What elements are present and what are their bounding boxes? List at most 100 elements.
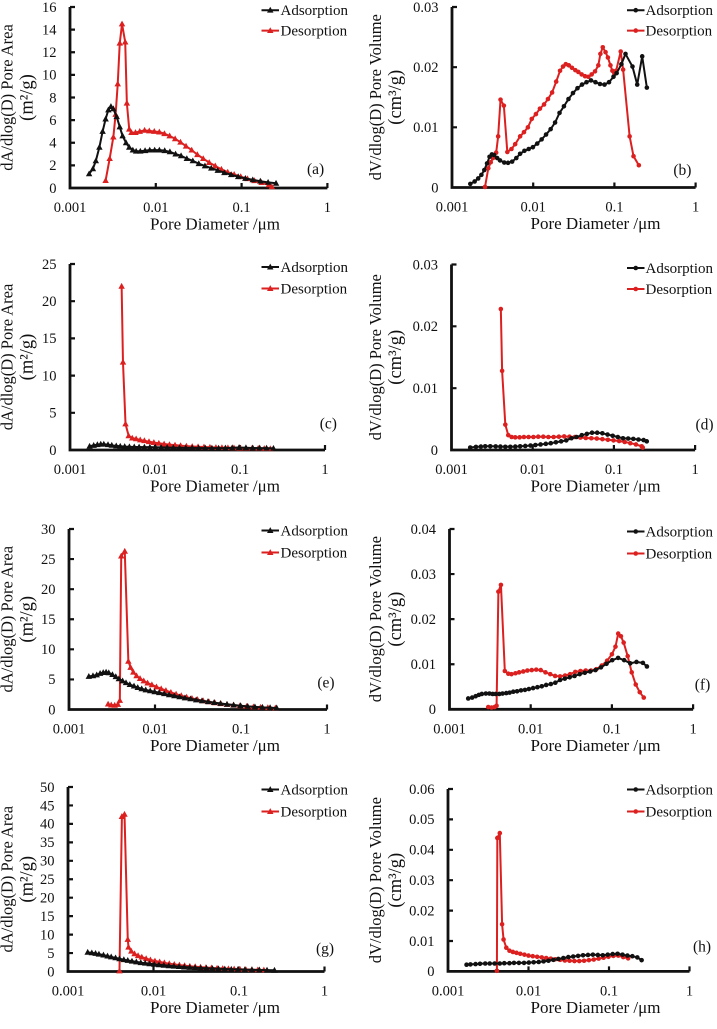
svg-text:0: 0	[47, 964, 54, 980]
svg-text:0.03: 0.03	[409, 873, 434, 889]
svg-text:Adsorption: Adsorption	[646, 3, 714, 19]
svg-text:0.01: 0.01	[143, 200, 168, 216]
svg-text:Desorption: Desorption	[281, 24, 348, 40]
svg-text:1: 1	[324, 200, 331, 216]
svg-text:0.01: 0.01	[411, 657, 436, 673]
svg-text:1: 1	[689, 721, 696, 737]
svg-text:0.1: 0.1	[600, 983, 618, 999]
svg-text:Adsorption: Adsorption	[646, 261, 714, 277]
svg-text:(m²/g): (m²/g)	[18, 856, 38, 903]
svg-text:0: 0	[49, 443, 56, 459]
svg-text:0.02: 0.02	[409, 903, 434, 919]
svg-text:Adsorption: Adsorption	[281, 524, 349, 540]
svg-text:0.1: 0.1	[231, 462, 249, 478]
svg-text:0.1: 0.1	[603, 721, 621, 737]
svg-text:0.001: 0.001	[53, 722, 86, 738]
svg-text:0.1: 0.1	[605, 462, 623, 478]
svg-text:15: 15	[40, 909, 55, 925]
svg-text:1: 1	[692, 200, 699, 216]
svg-text:15: 15	[41, 612, 56, 628]
svg-text:1: 1	[321, 984, 328, 1000]
svg-text:0.06: 0.06	[409, 782, 434, 798]
svg-text:0.001: 0.001	[54, 462, 87, 478]
svg-text:0: 0	[431, 443, 438, 459]
svg-text:20: 20	[40, 891, 55, 907]
svg-text:0.01: 0.01	[518, 721, 543, 737]
svg-text:16: 16	[42, 0, 57, 16]
svg-text:(b): (b)	[673, 162, 691, 179]
svg-text:0.1: 0.1	[233, 200, 251, 216]
svg-text:25: 25	[40, 872, 55, 888]
svg-text:20: 20	[42, 294, 57, 310]
svg-text:2: 2	[49, 158, 56, 174]
svg-text:45: 45	[40, 798, 55, 814]
svg-text:Pore Diameter /μm: Pore Diameter /μm	[531, 214, 661, 233]
svg-text:Pore Diameter /μm: Pore Diameter /μm	[150, 477, 280, 496]
svg-text:0: 0	[48, 702, 55, 718]
svg-text:Adsorption: Adsorption	[281, 3, 349, 19]
svg-text:Pore Diameter /μm: Pore Diameter /μm	[531, 736, 661, 755]
svg-text:dV/dlog(D) Pore Volume: dV/dlog(D) Pore Volume	[366, 14, 385, 180]
svg-text:0.01: 0.01	[409, 934, 434, 950]
svg-text:(d): (d)	[695, 417, 713, 434]
svg-text:40: 40	[40, 817, 55, 833]
svg-text:20: 20	[41, 582, 56, 598]
svg-text:0.04: 0.04	[411, 522, 437, 538]
svg-text:Desorption: Desorption	[646, 547, 713, 563]
svg-text:Pore Diameter /μm: Pore Diameter /μm	[531, 477, 661, 496]
svg-text:0.01: 0.01	[413, 120, 438, 136]
svg-text:(g): (g)	[316, 941, 334, 958]
svg-text:50: 50	[40, 780, 55, 796]
svg-text:35: 35	[40, 835, 55, 851]
svg-text:dA/dlog(D) Pore Area: dA/dlog(D) Pore Area	[0, 24, 17, 171]
svg-text:0.1: 0.1	[230, 984, 248, 1000]
svg-text:(a): (a)	[307, 161, 324, 178]
svg-text:8: 8	[49, 90, 56, 106]
svg-text:0.001: 0.001	[52, 984, 85, 1000]
svg-text:0.02: 0.02	[413, 60, 438, 76]
svg-text:5: 5	[47, 946, 54, 962]
svg-text:5: 5	[48, 672, 55, 688]
svg-text:(h): (h)	[693, 939, 711, 956]
svg-text:6: 6	[49, 113, 56, 129]
svg-text:0.04: 0.04	[409, 843, 435, 859]
svg-text:Desorption: Desorption	[281, 282, 348, 298]
svg-text:25: 25	[42, 257, 57, 273]
svg-text:10: 10	[42, 68, 57, 84]
svg-text:Pore Diameter /μm: Pore Diameter /μm	[531, 998, 661, 1017]
svg-text:0.01: 0.01	[142, 462, 167, 478]
svg-text:(m²/g): (m²/g)	[18, 596, 38, 643]
svg-text:0: 0	[431, 180, 438, 196]
svg-text:dV/dlog(D) Pore Volume: dV/dlog(D) Pore Volume	[366, 797, 385, 963]
svg-text:1: 1	[686, 983, 693, 999]
svg-text:4: 4	[49, 136, 57, 152]
svg-text:(cm³/g): (cm³/g)	[386, 330, 406, 385]
svg-text:0.01: 0.01	[141, 984, 166, 1000]
svg-text:(m²/g): (m²/g)	[18, 334, 38, 381]
svg-text:0.03: 0.03	[411, 567, 436, 583]
svg-text:10: 10	[41, 642, 56, 658]
svg-text:Desorption: Desorption	[646, 805, 713, 821]
svg-text:25: 25	[41, 552, 56, 568]
svg-text:Pore Diameter /μm: Pore Diameter /μm	[150, 998, 280, 1017]
svg-text:0: 0	[427, 964, 434, 980]
svg-text:Adsorption: Adsorption	[646, 783, 714, 799]
svg-text:0: 0	[49, 181, 56, 197]
svg-text:0.001: 0.001	[54, 200, 87, 216]
svg-text:1: 1	[691, 462, 698, 478]
svg-text:0.01: 0.01	[413, 381, 438, 397]
svg-text:0.1: 0.1	[605, 200, 623, 216]
svg-text:dA/dlog(D) Pore Area: dA/dlog(D) Pore Area	[0, 283, 17, 430]
svg-text:0.1: 0.1	[232, 722, 250, 738]
svg-text:30: 30	[41, 522, 56, 538]
svg-text:0.001: 0.001	[432, 983, 465, 999]
svg-text:(e): (e)	[317, 675, 334, 692]
svg-text:Pore Diameter /μm: Pore Diameter /μm	[150, 736, 280, 755]
svg-text:0.001: 0.001	[433, 721, 466, 737]
svg-text:0.01: 0.01	[142, 722, 167, 738]
svg-text:dA/dlog(D) Pore Area: dA/dlog(D) Pore Area	[0, 805, 17, 952]
svg-text:10: 10	[40, 927, 55, 943]
svg-text:5: 5	[49, 406, 56, 422]
svg-text:14: 14	[42, 22, 57, 38]
svg-text:12: 12	[42, 45, 57, 61]
